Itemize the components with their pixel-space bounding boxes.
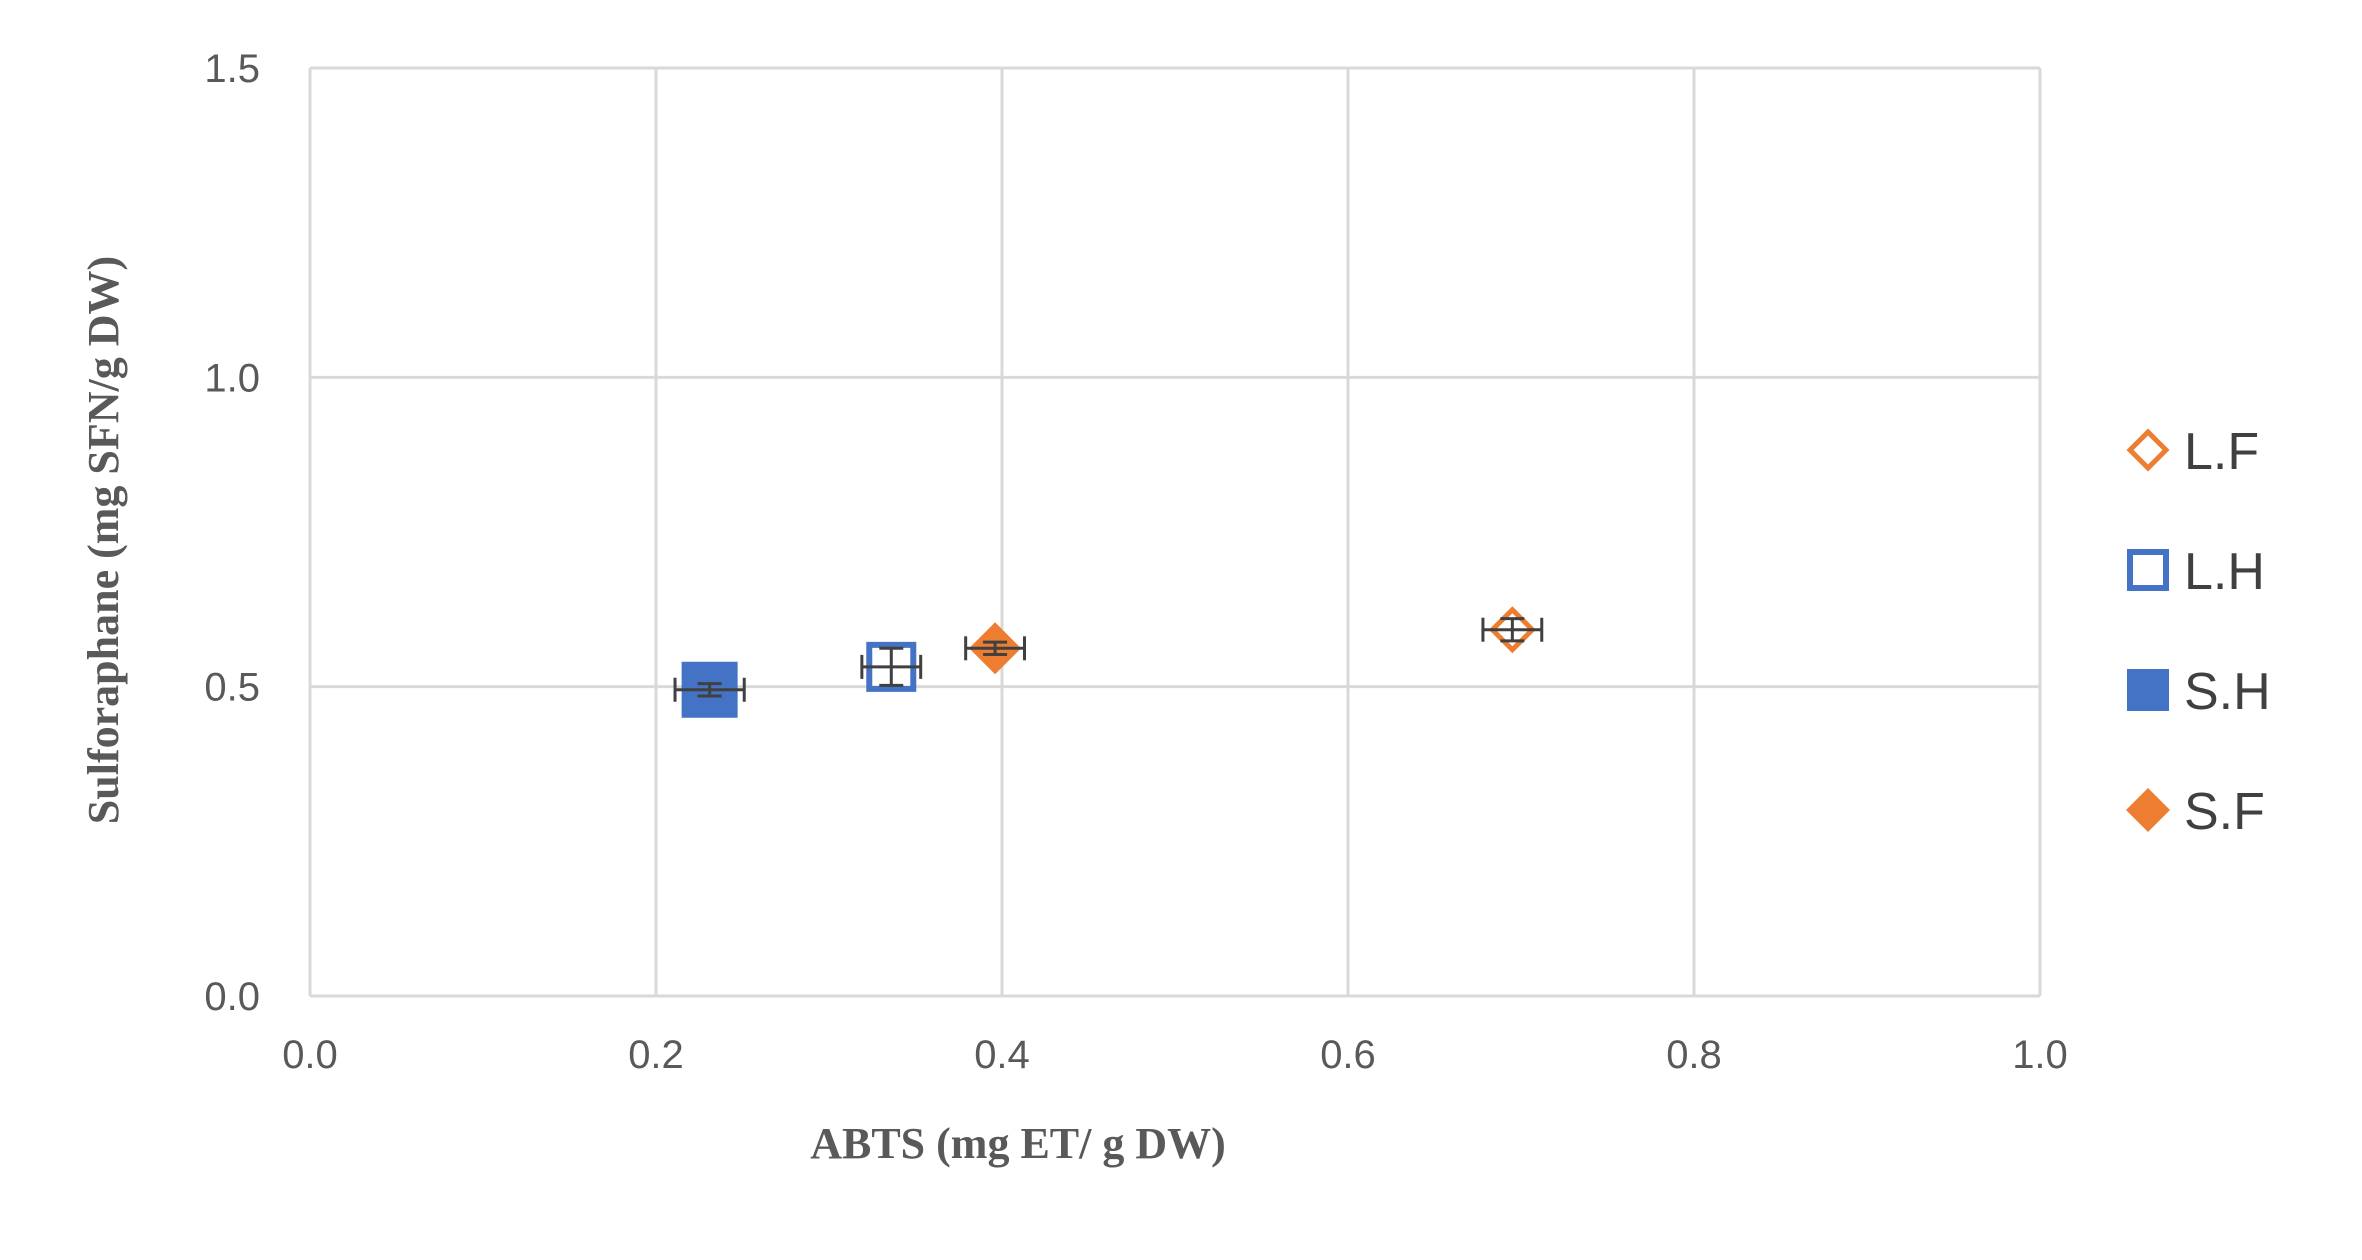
x-axis-title: ABTS (mg ET/ g DW) <box>810 1119 1226 1168</box>
legend-label: S.H <box>2184 663 2271 721</box>
legend-item-l-h: L.H <box>2127 543 2265 601</box>
y-tick-label: 0.5 <box>204 666 260 710</box>
legend-item-l-f: L.F <box>2126 423 2259 481</box>
legend-label: L.F <box>2184 423 2259 481</box>
x-tick-label: 0.4 <box>974 1033 1030 1077</box>
x-tick-label: 0.0 <box>282 1033 338 1077</box>
x-tick-label: 0.8 <box>1666 1033 1722 1077</box>
y-tick-label: 1.0 <box>204 356 260 400</box>
x-tick-label: 0.6 <box>1320 1033 1376 1077</box>
legend-marker <box>2127 549 2169 591</box>
grid-lines <box>310 66 2042 996</box>
error-bar-l-h <box>860 646 923 687</box>
legend-marker <box>2126 788 2170 832</box>
x-tick-label: 1.0 <box>2012 1033 2068 1077</box>
tick-labels: 0.0 0.2 0.4 0.6 0.8 1.0 0.0 0.5 1.0 1.5 <box>204 47 2067 1077</box>
error-bar-s-f <box>964 636 1026 661</box>
legend-label: S.F <box>2184 783 2265 841</box>
y-tick-label: 0.0 <box>204 975 260 1019</box>
legend-marker <box>2127 669 2169 711</box>
error-bar-l-f <box>1481 617 1544 643</box>
y-axis-title: Sulforaphane (mg SFN/g DW) <box>79 256 128 824</box>
legend-label: L.H <box>2184 543 2265 601</box>
axes <box>308 68 2040 998</box>
y-tick-label: 1.5 <box>204 47 260 91</box>
legend-marker <box>2126 428 2170 472</box>
data-points <box>673 606 1544 718</box>
error-bar-s-h <box>673 677 746 702</box>
legend-item-s-h: S.H <box>2127 663 2271 721</box>
x-tick-label: 0.2 <box>628 1033 684 1077</box>
legend-item-s-f: S.F <box>2126 783 2265 841</box>
legend: L.F L.H S.H S.F <box>2126 423 2271 841</box>
